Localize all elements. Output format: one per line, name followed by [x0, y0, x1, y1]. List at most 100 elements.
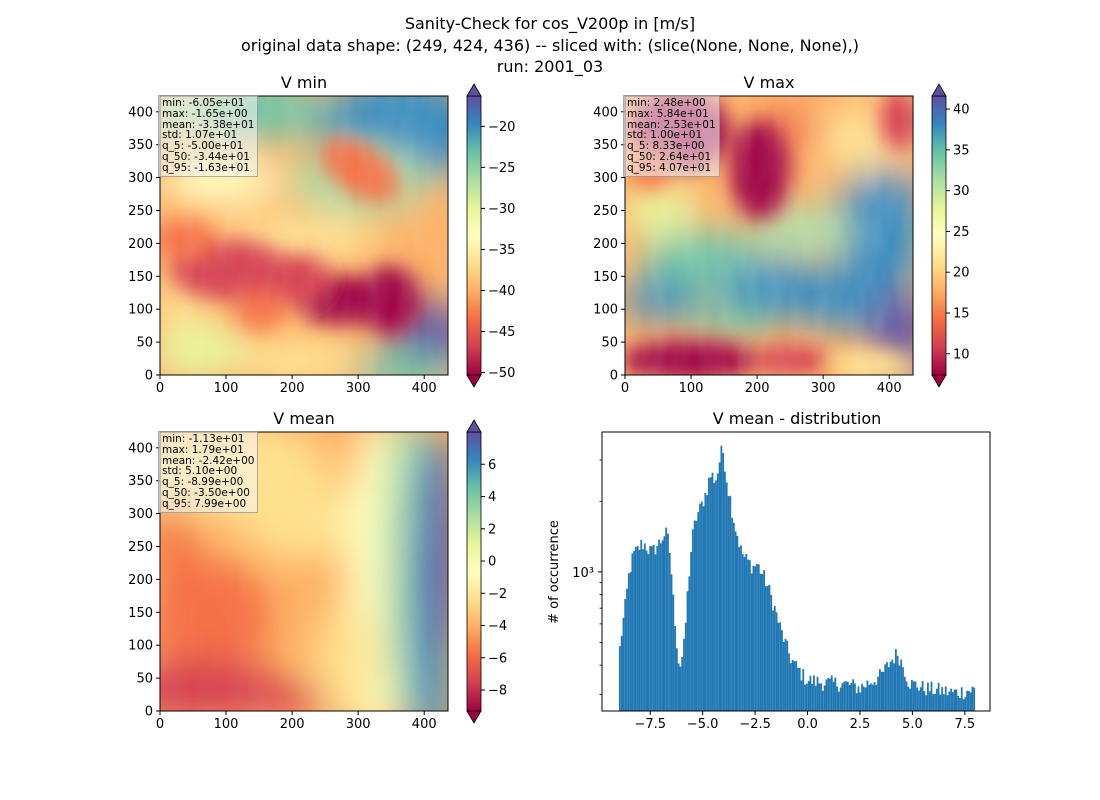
histogram-bar: [670, 574, 673, 711]
figure-title-line-1: Sanity-Check for cos_V200p in [m/s]: [405, 14, 695, 34]
histogram-bar: [838, 691, 840, 711]
histogram-bar: [916, 687, 919, 711]
histogram-bar: [713, 482, 716, 711]
histogram-bar: [684, 622, 687, 711]
histogram-bar: [765, 586, 767, 711]
histogram-x-tick-label: −7.5: [634, 717, 666, 732]
vmean-colorbar-tick-label: 0: [488, 555, 496, 570]
figure-title-line-3: run: 2001_03: [497, 57, 603, 77]
histogram-bar: [850, 682, 853, 711]
histogram-bar: [861, 683, 863, 711]
histogram-bar: [761, 573, 764, 711]
histogram-bar: [925, 695, 928, 711]
histogram-bar: [647, 554, 650, 711]
stat-line: min: -1.13e+01: [162, 433, 245, 445]
histogram-bar: [889, 661, 892, 711]
histogram-bar: [759, 573, 762, 711]
vmean-colorbar-tick-label: 4: [488, 490, 496, 505]
vmean-colorbar-tick-label: −8: [488, 684, 507, 699]
vmax-axes-frame: [624, 95, 914, 376]
histogram-bar: [836, 686, 838, 711]
histogram-bar: [797, 667, 799, 711]
stat-line: q_50: -3.50e+00: [162, 486, 250, 499]
histogram-bar: [914, 681, 917, 711]
histogram-bar: [693, 520, 696, 711]
vmean-stats-box: min: -1.13e+01 max: 1.79e+01 mean: -2.42…: [158, 431, 259, 513]
histogram-bar: [953, 689, 956, 711]
histogram-bar: [911, 679, 913, 711]
histogram-bar: [841, 683, 844, 711]
vmean-colorbar-tick-label: −2: [488, 587, 507, 602]
histogram-bar: [756, 564, 758, 711]
vmin-y-tick-label: 150: [128, 270, 153, 285]
vmean-colorbar[interactable]: −8 −6 −4 −2 0 2 4 6: [466, 419, 507, 724]
vmax-y-tick-label: 100: [593, 303, 618, 318]
histogram-bar: [820, 683, 822, 711]
vmax-colorbar[interactable]: 10 15 20 25 30 35 40: [931, 83, 970, 388]
histogram-bar: [772, 610, 774, 711]
histogram-bar: [727, 496, 730, 711]
histogram-bar: [667, 533, 669, 711]
vmin-colorbar-tick-label: −30: [488, 202, 515, 217]
histogram-bar: [807, 681, 810, 711]
histogram-bar: [711, 472, 714, 711]
histogram-bar: [823, 685, 826, 711]
histogram-bar: [800, 680, 803, 711]
stat-line: q_50: -3.44e+01: [162, 150, 250, 163]
vmin-x-tick-label: 0: [156, 381, 164, 396]
stat-line: q_5: -8.99e+00: [162, 476, 244, 489]
histogram-bar: [814, 685, 817, 711]
panel-title-distribution: V mean - distribution: [713, 409, 882, 428]
histogram-bar: [827, 677, 830, 711]
vmin-colorbar[interactable]: −50 −45 −40 −35 −30 −25 −20: [466, 83, 515, 388]
histogram-bar: [629, 572, 632, 711]
vmax-colorbar-tick-label: 30: [953, 184, 970, 199]
vmean-x-tick-label: 300: [346, 717, 371, 732]
histogram-bar: [779, 622, 782, 711]
vmean-y-tick-label: 150: [128, 606, 153, 621]
vmax-x-tick-label: 300: [811, 381, 836, 396]
histogram-x-tick-label: 2.5: [850, 717, 871, 732]
vmin-x-ticks: 0 100 200 300 400: [156, 375, 437, 396]
histogram-x-tick-label: −2.5: [739, 717, 771, 732]
histogram-bar: [877, 676, 879, 711]
histogram-bar: [747, 559, 749, 711]
stat-line: q_95: 7.99e+00: [162, 497, 247, 510]
histogram-bar: [932, 694, 935, 711]
panel-title-vmean: V mean: [273, 409, 334, 428]
vmin-y-ticks: 0 50 100 150 200 250 300 350 400: [128, 105, 160, 384]
histogram-bar: [702, 506, 705, 711]
histogram-bar: [770, 594, 773, 711]
histogram-bar: [788, 653, 790, 711]
histogram-bar: [829, 678, 831, 711]
histogram-bar: [672, 594, 675, 711]
histogram-bar: [919, 687, 922, 711]
histogram-bar: [843, 681, 846, 711]
histogram-bar: [720, 445, 723, 711]
histogram-bar: [757, 564, 760, 711]
histogram-bar: [793, 661, 796, 711]
histogram-bar: [934, 693, 936, 711]
histogram-bar: [870, 683, 872, 711]
histogram-bar: [658, 539, 660, 711]
vmin-x-tick-label: 100: [214, 381, 239, 396]
histogram-bar: [675, 648, 678, 711]
histogram-x-tick-label: 0.0: [797, 717, 818, 732]
histogram-bar: [781, 630, 783, 711]
vmean-y-tick-label: 250: [128, 540, 153, 555]
histogram-bar: [971, 686, 974, 711]
vmax-y-tick-label: 250: [593, 204, 618, 219]
histogram-bar: [681, 656, 684, 711]
vmin-y-tick-label: 400: [128, 105, 153, 120]
histogram-bar: [811, 684, 814, 711]
histogram-bar: [930, 681, 933, 711]
histogram-bar: [709, 477, 712, 711]
histogram-bar: [855, 693, 858, 711]
histogram-bar: [791, 659, 794, 711]
stat-line: q_95: 4.07e+01: [627, 161, 712, 174]
histogram-bar: [802, 668, 805, 711]
histogram-bar: [663, 536, 666, 711]
histogram-bar: [768, 584, 771, 711]
histogram-bar: [918, 690, 920, 711]
vmin-colorbar-tick-label: −20: [488, 120, 515, 135]
